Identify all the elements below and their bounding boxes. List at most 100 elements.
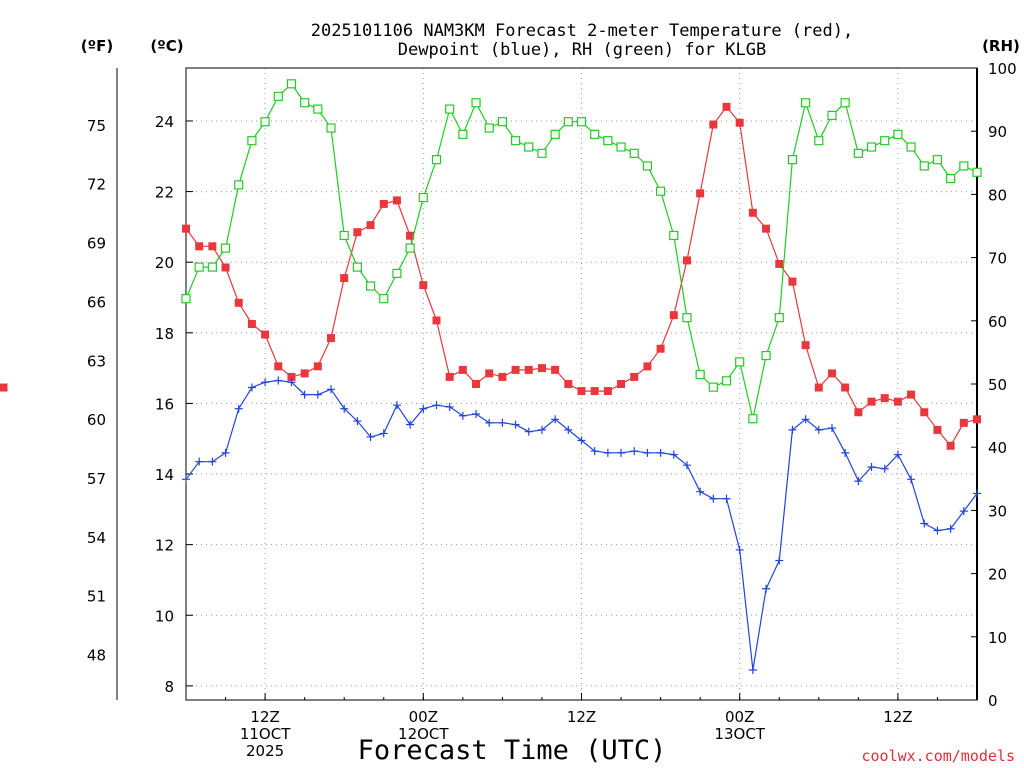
rh-point — [260, 117, 270, 127]
rh-point — [524, 142, 534, 152]
rh-tick-label: 40 — [988, 439, 1007, 457]
dewpoint-point — [669, 450, 678, 459]
celsius-tick-label: 12 — [155, 537, 174, 555]
2-meter-temperature-point — [392, 196, 401, 205]
time-tick-label: 12Z — [567, 708, 596, 726]
rh-point — [484, 123, 494, 133]
2-meter-temperature-point — [814, 383, 823, 392]
dewpoint-point — [577, 436, 586, 445]
2-meter-temperature-point — [920, 408, 929, 417]
2-meter-temperature-point — [973, 415, 981, 424]
dewpoint-point — [735, 545, 744, 554]
dewpoint-point — [643, 448, 652, 457]
dewpoint-point — [458, 411, 467, 420]
rh-point — [748, 414, 758, 424]
dewpoint-point — [195, 457, 204, 466]
2-meter-temperature-point — [261, 330, 270, 339]
2-meter-temperature-point — [669, 311, 678, 320]
rh-point — [590, 129, 600, 139]
rh-point — [510, 136, 521, 146]
rh-point — [655, 186, 666, 196]
2-meter-temperature-point — [551, 365, 560, 374]
rh-point — [880, 136, 890, 146]
2-meter-temperature-point — [709, 120, 718, 129]
dewpoint-point — [867, 462, 876, 471]
fahrenheit-tick-label: 54 — [87, 529, 106, 547]
chart-title-line1: 2025101106 NAM3KM Forecast 2-meter Tempe… — [311, 21, 853, 41]
fahrenheit-tick-label: 57 — [87, 470, 106, 488]
rh-point — [801, 98, 811, 108]
rh-point — [286, 79, 297, 89]
dewpoint-point — [617, 448, 626, 457]
rh-point — [787, 155, 798, 165]
rh-tick-label: 50 — [988, 376, 1007, 394]
rh-point — [827, 110, 837, 121]
rh-tick-label: 10 — [988, 629, 1007, 647]
rh-point — [313, 104, 323, 114]
fahrenheit-tick-label: 75 — [87, 117, 106, 135]
rh-point — [866, 142, 877, 152]
2-meter-temperature-point — [511, 365, 520, 374]
fahrenheit-tick-label: 60 — [87, 411, 106, 429]
rh-point — [682, 313, 692, 323]
dewpoint-point — [748, 665, 757, 674]
2-meter-temperature-point — [300, 369, 309, 378]
rh-point — [721, 376, 732, 386]
2-meter-temperature-point — [432, 316, 441, 325]
rh-point — [616, 142, 626, 152]
dewpoint-point — [709, 494, 718, 503]
rh-point — [761, 350, 771, 361]
rh-point — [445, 104, 455, 114]
dewpoint-point — [603, 448, 612, 457]
dewpoint-point — [366, 432, 375, 441]
rh-point — [247, 136, 257, 146]
rh-unit-label: (RH) — [982, 37, 1020, 55]
rh-tick-label: 0 — [988, 692, 998, 710]
dewpoint-point — [472, 410, 481, 419]
2-meter-temperature-point — [735, 118, 744, 127]
fahrenheit-tick-label: 72 — [87, 176, 106, 194]
2-meter-temperature-point — [722, 102, 731, 111]
rh-point — [563, 117, 573, 127]
dewpoint-point — [841, 448, 850, 457]
dewpoint-point — [801, 415, 810, 424]
2-meter-temperature-point — [182, 224, 190, 233]
dewpoint-point — [946, 524, 955, 533]
dewpoint-point — [419, 404, 428, 413]
dewpoint-point — [432, 401, 441, 410]
2-meter-temperature-point — [221, 263, 230, 272]
credit-label: coolwx.com/models — [861, 747, 1015, 765]
2-meter-temperature-point — [537, 364, 546, 373]
rh-point — [774, 313, 784, 323]
rh-point — [405, 243, 415, 253]
dewpoint-point — [893, 450, 902, 459]
time-tick-label: 00Z — [725, 708, 754, 726]
celsius-tick-label: 8 — [164, 678, 174, 696]
rh-point — [471, 98, 481, 108]
2-meter-temperature-point — [274, 362, 283, 371]
time-tick-label: 2025 — [246, 742, 284, 760]
dewpoint-point — [327, 385, 336, 394]
rh-point — [576, 117, 587, 127]
dewpoint-point — [682, 461, 691, 470]
rh-point — [365, 281, 376, 291]
dewpoint-point — [247, 383, 256, 392]
2-meter-temperature-point — [379, 199, 388, 208]
dewpoint-point — [564, 425, 573, 434]
rh-tick-label: 90 — [988, 123, 1007, 141]
2-meter-temperature-point — [564, 380, 573, 388]
rh-point — [392, 268, 402, 278]
2-meter-temperature-point — [617, 380, 626, 388]
rh-point — [629, 148, 639, 158]
2-meter-temperature-point — [458, 365, 467, 374]
2-meter-temperature-point — [247, 319, 256, 328]
fahrenheit-unit-label: (ºF) — [81, 37, 113, 55]
2-meter-temperature-point — [748, 208, 757, 217]
rh-point — [220, 243, 231, 253]
rh-point — [550, 129, 560, 139]
dewpoint-point — [287, 378, 296, 387]
2-meter-temperature-point — [603, 387, 612, 396]
rh-tick-label: 100 — [988, 60, 1017, 78]
2-meter-temperature-point — [419, 281, 428, 290]
2-meter-temperature-point — [682, 256, 691, 265]
